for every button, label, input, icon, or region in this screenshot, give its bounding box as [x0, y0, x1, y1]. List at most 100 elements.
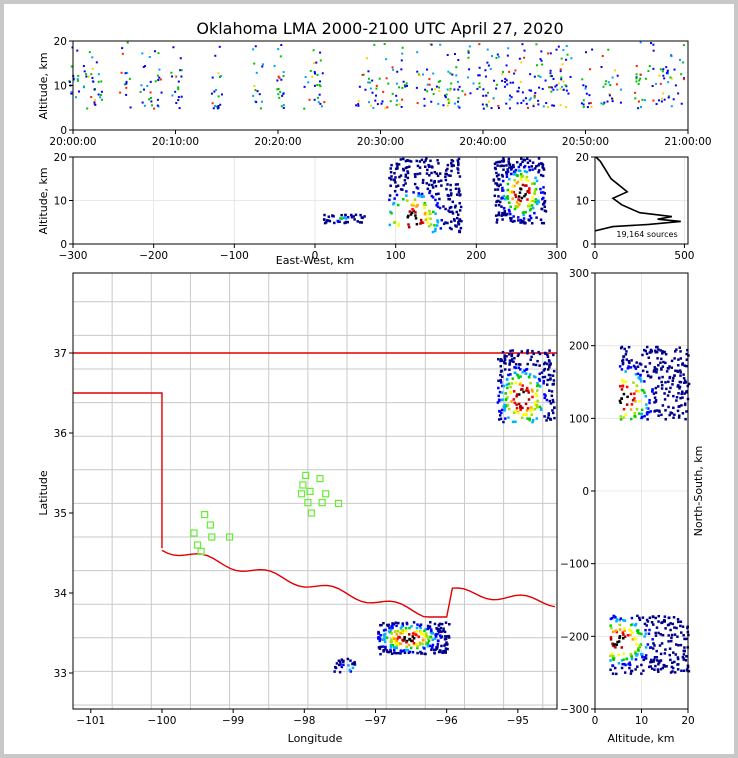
plan-view-source	[392, 623, 396, 626]
plan-view-source	[536, 382, 539, 385]
ew-altitude-source	[404, 175, 407, 178]
altitude-ns-source	[620, 646, 624, 649]
plan-view-source	[412, 637, 416, 640]
ew-altitude-source	[388, 176, 391, 180]
time-height-source	[148, 98, 151, 101]
plan-view-source	[399, 652, 402, 655]
plan-view-source	[538, 364, 541, 367]
altitude-ns-source	[625, 358, 629, 361]
time-height-source	[252, 94, 255, 97]
time-height-source	[355, 104, 358, 107]
time-height-source	[639, 41, 642, 44]
ew-altitude-source	[522, 213, 525, 217]
time-height-source	[524, 97, 527, 100]
altitude-ns-source	[618, 628, 622, 631]
time-height-source	[174, 90, 177, 93]
altitude-ns-source	[634, 658, 638, 661]
time-height-source	[517, 86, 520, 89]
time-height-source	[589, 68, 592, 71]
plan-view-source	[509, 385, 512, 389]
plan-view-source	[416, 651, 419, 655]
time-height-source	[91, 56, 94, 59]
ew-altitude-source	[539, 191, 543, 194]
ew-altitude-source	[519, 218, 523, 222]
plan-view-source	[545, 398, 549, 402]
time-height-source	[430, 88, 433, 91]
time-height-source	[533, 96, 536, 99]
ew-altitude-source	[406, 171, 410, 175]
ew-altitude-source	[519, 163, 522, 167]
state-border	[73, 352, 557, 618]
time-height-source	[478, 85, 481, 88]
time-height-source	[493, 79, 496, 82]
plan-view-source	[440, 644, 443, 648]
time-height-source	[395, 103, 398, 106]
altitude-ns-source	[643, 414, 646, 418]
time-height-source	[550, 90, 553, 93]
plan-view-source	[424, 628, 427, 631]
altitude-ns-source	[648, 398, 651, 402]
altitude-ns-source	[629, 623, 633, 627]
ew-altitude-source	[456, 216, 459, 220]
ew-altitude-source	[537, 169, 541, 172]
altitude-ns-source	[640, 632, 643, 636]
time-height-source	[255, 101, 258, 104]
time-height-source	[523, 56, 526, 59]
time-height-source	[426, 68, 429, 71]
time-height-source	[449, 89, 452, 92]
altitude-ns-y-label: North-South, km	[692, 446, 705, 537]
ew-altitude-source	[521, 211, 525, 214]
plan-view-source	[512, 398, 516, 401]
plan-view-source	[518, 383, 522, 386]
time-height-source	[667, 96, 670, 99]
time-height-source	[261, 65, 264, 68]
time-height-source	[217, 106, 220, 109]
time-height-source	[457, 88, 460, 91]
plan-view-source	[534, 403, 537, 406]
plan-view-source	[501, 351, 505, 354]
ew-altitude-source	[533, 211, 536, 215]
time-height-source	[180, 75, 183, 78]
ew-altitude-source	[530, 204, 534, 207]
ew-altitude-source	[404, 182, 407, 185]
ew-altitude-source	[423, 201, 427, 205]
ew-altitude-source	[456, 183, 459, 186]
ew-altitude-source	[501, 179, 505, 183]
ew-altitude-source	[526, 157, 529, 161]
altitude-ns-source	[657, 662, 660, 666]
ew-altitude-source	[520, 157, 523, 160]
plan-view-xtick-label: −100	[148, 715, 177, 727]
altitude-ns-source	[676, 656, 680, 659]
time-height-source	[70, 91, 73, 94]
time-height-source	[435, 85, 438, 88]
plan-view-source	[389, 638, 393, 642]
altitude-ns-source	[653, 396, 657, 399]
altitude-ns-source	[649, 665, 652, 668]
time-height-source	[254, 45, 257, 48]
altitude-ns-source	[661, 666, 665, 670]
ew-altitude-source	[527, 202, 531, 206]
time-height-source	[487, 64, 490, 67]
altitude-ns-source	[635, 384, 639, 387]
ew-altitude-source	[506, 188, 510, 192]
plan-view-source	[517, 376, 520, 379]
plan-view-y-label: Latitude	[37, 470, 50, 516]
plan-view-source	[528, 373, 532, 376]
time-height-source	[402, 80, 405, 83]
altitude-ns-source	[655, 656, 659, 659]
altitude-ns-source	[635, 408, 639, 411]
time-height-source	[253, 62, 256, 65]
plan-view-source	[510, 400, 513, 403]
time-height-source	[529, 97, 532, 100]
altitude-ns-source	[673, 671, 677, 674]
time-height-source	[139, 90, 142, 93]
lma-station	[297, 490, 306, 498]
time-height-source	[401, 86, 404, 89]
ew-altitude-source	[502, 159, 506, 162]
time-height-source	[85, 73, 88, 76]
ew-altitude-source	[520, 178, 523, 181]
plan-view-source	[524, 372, 528, 375]
altitude-ns-source	[618, 623, 622, 627]
altitude-ns-source	[636, 372, 640, 376]
